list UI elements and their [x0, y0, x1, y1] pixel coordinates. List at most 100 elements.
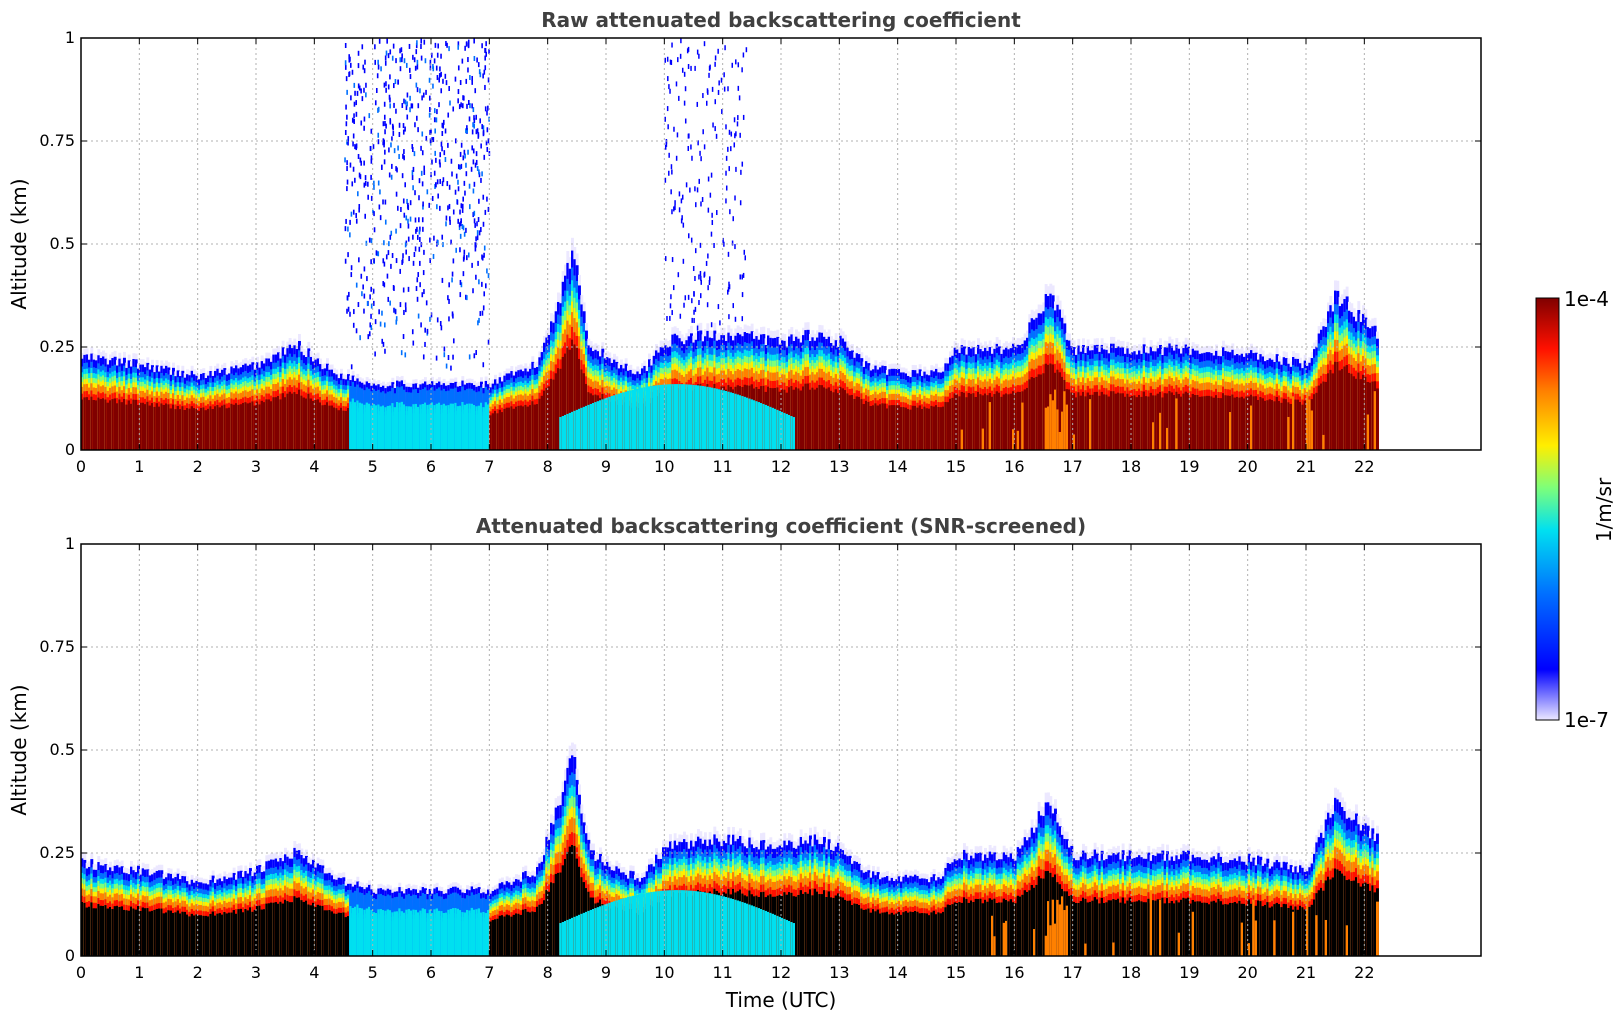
heatmap-column [253, 364, 257, 450]
heatmap-column [501, 377, 504, 450]
heatmap-cell [496, 413, 500, 450]
heatmap-column [736, 325, 740, 450]
heatmap-cell [333, 407, 336, 450]
heatmap-cell [568, 349, 572, 450]
heatmap-column [529, 363, 532, 450]
heatmap-column [286, 341, 290, 450]
heatmap-column [713, 322, 717, 450]
heatmap-cell [606, 397, 609, 450]
heatmap-cell [589, 403, 593, 450]
heatmap-cell [704, 386, 707, 450]
heatmap-cell [830, 390, 833, 450]
heatmap-column [256, 356, 259, 450]
heatmap-cell [253, 405, 257, 450]
heatmap-cell [792, 417, 796, 450]
heatmap-cell [470, 413, 474, 450]
heatmap-column [764, 338, 768, 450]
heatmap-column [209, 365, 213, 450]
heatmap-column [739, 327, 742, 450]
heatmap-cell [610, 396, 614, 450]
heatmap-cell [617, 393, 621, 450]
heatmap-column [340, 368, 343, 450]
heatmap-column [237, 363, 241, 450]
heatmap-column [718, 332, 721, 450]
heatmap-column [599, 350, 602, 450]
heatmap-cell [221, 405, 224, 450]
heatmap-column [319, 358, 322, 450]
heatmap-cell [391, 412, 395, 450]
heatmap-column [657, 346, 661, 450]
heatmap-cell [148, 405, 152, 450]
heatmap-column [211, 371, 215, 450]
heatmap-cell [783, 412, 787, 450]
heatmap-cell [239, 404, 243, 450]
heatmap-cell [195, 408, 199, 450]
heatmap-column [88, 353, 91, 450]
heatmap-column [365, 377, 369, 450]
heatmap-cell [592, 403, 595, 450]
heatmap-column [608, 352, 612, 450]
heatmap-cell [657, 385, 661, 450]
heatmap-cell [389, 414, 392, 450]
heatmap-column [95, 354, 98, 450]
heatmap-cell [797, 388, 801, 450]
heatmap-column [176, 365, 180, 450]
heatmap-cell [351, 408, 355, 450]
heatmap-cell [99, 399, 103, 450]
heatmap-cell [725, 391, 728, 450]
heatmap-cell [223, 404, 227, 450]
heatmap-cell [153, 406, 157, 450]
heatmap-column [855, 347, 859, 450]
heatmap-column [127, 354, 131, 450]
heatmap-cell [599, 400, 602, 450]
heatmap-cell [690, 384, 693, 450]
heatmap-column [722, 327, 726, 450]
heatmap-cell [755, 401, 759, 450]
heatmap-column [510, 366, 514, 450]
heatmap-column [200, 369, 203, 450]
heatmap-column [813, 333, 817, 450]
heatmap-cell [284, 397, 287, 450]
heatmap-cell [288, 391, 292, 450]
heatmap-cell [134, 399, 138, 450]
heatmap-column [566, 251, 570, 450]
heatmap-cell [809, 389, 812, 450]
heatmap-cell [267, 399, 271, 450]
heatmap-column [102, 350, 105, 450]
heatmap-column [617, 363, 621, 450]
heatmap-cell [540, 395, 544, 450]
heatmap-column [746, 325, 749, 450]
heatmap-column [428, 379, 432, 450]
heatmap-cell [174, 409, 178, 450]
heatmap-column [277, 346, 280, 450]
heatmap-cell [144, 404, 147, 450]
heatmap-cell [95, 400, 98, 450]
heatmap-cell [841, 388, 845, 450]
heatmap-cell [258, 404, 262, 450]
panel-raw: Raw attenuated backscattering coefficien… [7, 8, 1482, 476]
heatmap-cell [407, 415, 411, 450]
heatmap-cell [587, 404, 591, 450]
heatmap-cell [804, 383, 808, 450]
heatmap-column [109, 354, 112, 450]
heatmap-cell [666, 384, 670, 450]
heatmap-column [181, 365, 185, 450]
heatmap-cell [202, 407, 206, 450]
heatmap-cell [671, 384, 675, 450]
heatmap-column [606, 351, 609, 450]
heatmap-cell [347, 408, 350, 450]
heatmap-column [407, 382, 411, 450]
heatmap-cell [601, 399, 605, 450]
heatmap-cell [295, 394, 299, 450]
heatmap-cell [652, 385, 656, 450]
heatmap-column [403, 379, 406, 450]
heatmap-column [809, 334, 812, 450]
heatmap-cell [421, 413, 425, 450]
heatmap-cell [701, 386, 705, 450]
heatmap-column [823, 329, 826, 450]
heatmap-cell [326, 402, 329, 450]
heatmap-column [685, 333, 689, 450]
heatmap-column [473, 380, 476, 450]
heatmap-cell [781, 411, 784, 450]
